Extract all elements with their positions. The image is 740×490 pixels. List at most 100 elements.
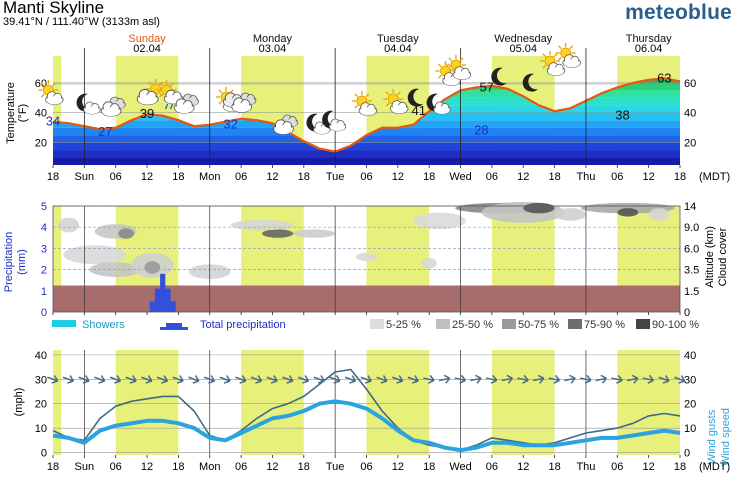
cloud-legend-label: 25-50 %: [452, 319, 493, 331]
cloud-part: [453, 71, 470, 80]
temp-ytick-left: 60: [35, 78, 47, 90]
day-name: Sunday: [128, 33, 166, 45]
cloud-legend-swatch: [502, 319, 516, 329]
temp-ytick-left: 20: [35, 138, 47, 150]
wind-ytick-right: 20: [684, 399, 696, 411]
arrow-shaft: [392, 376, 403, 382]
arrow-head: [569, 374, 576, 384]
brand-logo[interactable]: meteoblue: [625, 1, 732, 24]
cloud-cover-patch: [421, 257, 438, 269]
page-title: Manti Skyline: [3, 0, 105, 17]
cloud-legend-swatch: [636, 319, 650, 329]
cloud-shape: [433, 101, 451, 115]
arrow-head: [647, 374, 655, 384]
cloud-part: [330, 123, 346, 131]
wind-direction-arrow: [109, 375, 122, 384]
clouds-icon: [231, 92, 257, 113]
cloud-shape: [546, 62, 566, 76]
cloud-cover-patch: [554, 208, 586, 221]
cloud-cover-patch: [481, 201, 566, 223]
temp-ylabel-unit: (°F): [17, 104, 29, 122]
x-tick-label: Wed: [449, 461, 471, 473]
sun-ray: [170, 82, 175, 87]
sun-ray: [229, 89, 234, 94]
wind-direction-arrow: [219, 375, 231, 384]
wind-daylight-band: [617, 350, 680, 455]
wind-direction-arrow: [141, 375, 153, 384]
cloud-part: [443, 77, 460, 86]
cloud-shape: [100, 101, 122, 117]
cloud-cover-patch: [617, 208, 639, 217]
wind-direction-arrow: [360, 375, 372, 384]
cloud-cover-label: Cloud cover: [717, 227, 729, 286]
precip-ytick: 4: [41, 222, 47, 234]
moon-icon: [407, 88, 424, 107]
wind-direction-arrow: [203, 375, 216, 384]
precip-ytick: 0: [41, 307, 47, 319]
x-tick-label: 18: [674, 461, 686, 473]
arrow-shaft: [203, 376, 215, 382]
cloud-cover-patch: [58, 217, 80, 233]
wind-ytick-right: 0: [684, 448, 690, 460]
arrow-shaft: [47, 376, 58, 382]
wind-direction-arrow: [172, 375, 184, 384]
precip-ytick: 1: [41, 286, 47, 298]
wind-ytick-left: 0: [41, 448, 47, 460]
wind-direction-arrow: [392, 375, 404, 384]
moon-cloud-icon: [322, 110, 347, 132]
sun-cloud-icon: [445, 55, 472, 80]
temperature-label: 41: [412, 103, 426, 118]
moon-icon: [522, 73, 539, 92]
moon-shape: [76, 93, 92, 112]
arrow-shaft: [548, 377, 560, 382]
sun-ray: [40, 93, 45, 98]
precip-ytick: 5: [41, 201, 47, 213]
cloud-part: [102, 107, 121, 117]
wind-direction-arrow: [78, 375, 90, 384]
arrow-shaft: [595, 377, 607, 382]
arrow-shaft: [156, 376, 168, 382]
sun-ray: [437, 74, 442, 79]
cloud-cover-patch: [230, 219, 294, 231]
arrow-shaft: [626, 377, 639, 382]
sun-ray: [448, 68, 453, 73]
cloud-cover-patch: [63, 245, 127, 265]
x-tick-label: 18: [423, 461, 435, 473]
arrow-shaft: [454, 377, 466, 382]
moon-icon: [491, 67, 507, 86]
arrow-head: [490, 374, 498, 384]
arrow-shaft: [564, 377, 576, 382]
arrow-head: [239, 375, 247, 384]
sun-ray: [553, 53, 558, 58]
arrow-shaft: [297, 376, 309, 382]
altitude-tick: 9.0: [684, 222, 699, 234]
arrow-shaft: [658, 376, 670, 382]
x-tick-label: 12: [266, 461, 278, 473]
day-name: Tuesday: [377, 33, 419, 45]
sun-cloud-icon: [555, 43, 581, 68]
temp-ytick-right: 40: [684, 108, 696, 120]
sun-ray: [558, 45, 562, 50]
wind-direction-arrow: [674, 375, 686, 384]
wind-direction-arrow: [501, 374, 514, 384]
cloud-cover-patch: [523, 202, 555, 214]
wind-ytick-right: 10: [684, 423, 696, 435]
arrow-head: [51, 375, 59, 384]
rain-drop: [165, 103, 169, 110]
wind-direction-arrow: [626, 374, 639, 384]
wind-direction-arrow: [658, 375, 670, 384]
cloud-part: [232, 103, 251, 113]
temperature-band: [53, 135, 680, 143]
arrow-head: [396, 375, 404, 384]
x-tick-label: 12: [643, 461, 655, 473]
arrow-shaft: [266, 376, 278, 382]
precip-bar: [170, 301, 176, 312]
day-name: Thursday: [626, 33, 672, 45]
precip-bar: [154, 288, 161, 312]
x-tick-label: 06: [360, 171, 372, 183]
arrow-shaft: [125, 376, 137, 382]
arrow-shaft: [109, 376, 121, 382]
x-tick-label: 06: [611, 171, 623, 183]
wind-gusts-label: Wind gusts: [706, 409, 718, 464]
timezone-label: (MDT): [699, 461, 730, 473]
